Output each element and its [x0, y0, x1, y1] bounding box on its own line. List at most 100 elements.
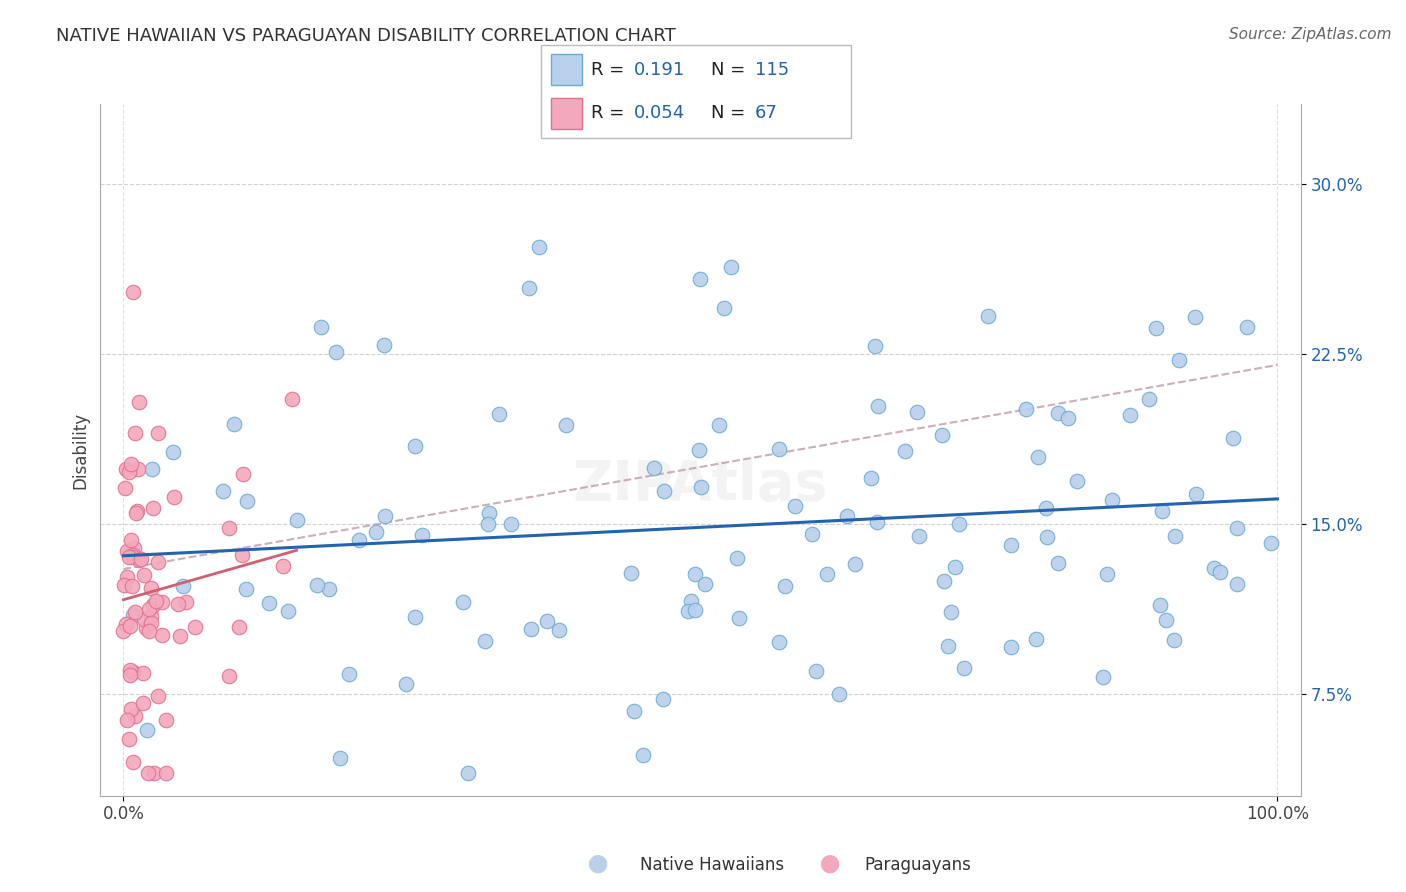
Text: N =: N =: [711, 104, 751, 122]
Point: [631, 747, 654, 762]
Point: [121, 665, 143, 679]
Point: [141, 615, 163, 630]
Point: [395, 677, 418, 691]
Point: [866, 515, 889, 529]
Point: [228, 620, 250, 634]
Point: [683, 603, 706, 617]
Point: [859, 471, 882, 485]
Point: [689, 272, 711, 286]
Point: [232, 467, 254, 481]
Point: [142, 599, 165, 613]
Point: [501, 516, 523, 531]
Point: [121, 579, 143, 593]
FancyBboxPatch shape: [551, 98, 582, 129]
Point: [329, 751, 352, 765]
Point: [285, 513, 308, 527]
Text: 115: 115: [755, 61, 789, 78]
FancyBboxPatch shape: [551, 54, 582, 85]
Point: [1225, 576, 1247, 591]
Text: 0.191: 0.191: [634, 61, 685, 78]
Text: Native Hawaiians: Native Hawaiians: [640, 855, 785, 873]
Point: [477, 506, 499, 520]
Point: [139, 581, 162, 595]
Point: [908, 529, 931, 543]
Point: [720, 260, 742, 274]
Point: [1046, 406, 1069, 420]
Text: 67: 67: [755, 104, 778, 122]
Text: ⬤: ⬤: [588, 855, 607, 873]
Point: [112, 578, 135, 592]
Point: [174, 595, 197, 609]
Point: [905, 405, 928, 419]
Point: [118, 619, 141, 633]
Point: [1119, 408, 1142, 422]
Point: [623, 704, 645, 718]
Point: [235, 582, 257, 596]
Point: [1000, 538, 1022, 552]
Point: [281, 392, 304, 406]
Point: [124, 605, 146, 619]
Text: ZIPAtlas: ZIPAtlas: [572, 458, 828, 511]
Point: [548, 624, 571, 638]
Point: [150, 628, 173, 642]
Point: [768, 635, 790, 649]
Point: [725, 551, 748, 566]
Point: [114, 481, 136, 495]
Point: [141, 462, 163, 476]
Point: [167, 597, 190, 611]
Point: [866, 399, 889, 413]
Point: [1149, 599, 1171, 613]
Point: [976, 309, 998, 323]
Point: [1035, 500, 1057, 515]
Point: [150, 595, 173, 609]
Point: [404, 609, 426, 624]
Point: [693, 576, 716, 591]
Point: [257, 596, 280, 610]
Point: [688, 443, 710, 458]
Point: [145, 594, 167, 608]
Point: [120, 663, 142, 677]
Point: [124, 541, 146, 555]
Point: [828, 687, 851, 701]
Point: [163, 490, 186, 504]
Point: [122, 549, 145, 563]
Point: [118, 550, 141, 565]
Text: Source: ZipAtlas.com: Source: ZipAtlas.com: [1229, 27, 1392, 42]
Point: [863, 339, 886, 353]
Point: [783, 499, 806, 513]
Point: [142, 766, 165, 780]
Point: [800, 526, 823, 541]
Point: [1226, 521, 1249, 535]
Point: [707, 417, 730, 432]
Point: [132, 666, 155, 681]
Point: [1095, 566, 1118, 581]
Point: [713, 301, 735, 316]
Point: [337, 667, 360, 681]
Point: [1015, 401, 1038, 416]
Point: [115, 713, 138, 727]
Point: [134, 612, 156, 626]
Point: [941, 605, 963, 619]
Point: [162, 445, 184, 459]
Point: [155, 766, 177, 780]
Point: [218, 521, 240, 535]
Point: [453, 595, 475, 609]
Point: [1137, 392, 1160, 407]
Point: [142, 500, 165, 515]
Point: [893, 443, 915, 458]
Point: [689, 480, 711, 494]
Point: [520, 623, 543, 637]
Point: [1185, 487, 1208, 501]
Point: [488, 408, 510, 422]
Point: [1164, 528, 1187, 542]
Point: [132, 567, 155, 582]
Point: [115, 570, 138, 584]
Point: [411, 528, 433, 542]
Point: [775, 579, 797, 593]
Point: [517, 281, 540, 295]
Point: [768, 442, 790, 457]
Point: [527, 240, 550, 254]
Point: [118, 465, 141, 479]
Point: [121, 755, 143, 769]
Point: [124, 709, 146, 723]
